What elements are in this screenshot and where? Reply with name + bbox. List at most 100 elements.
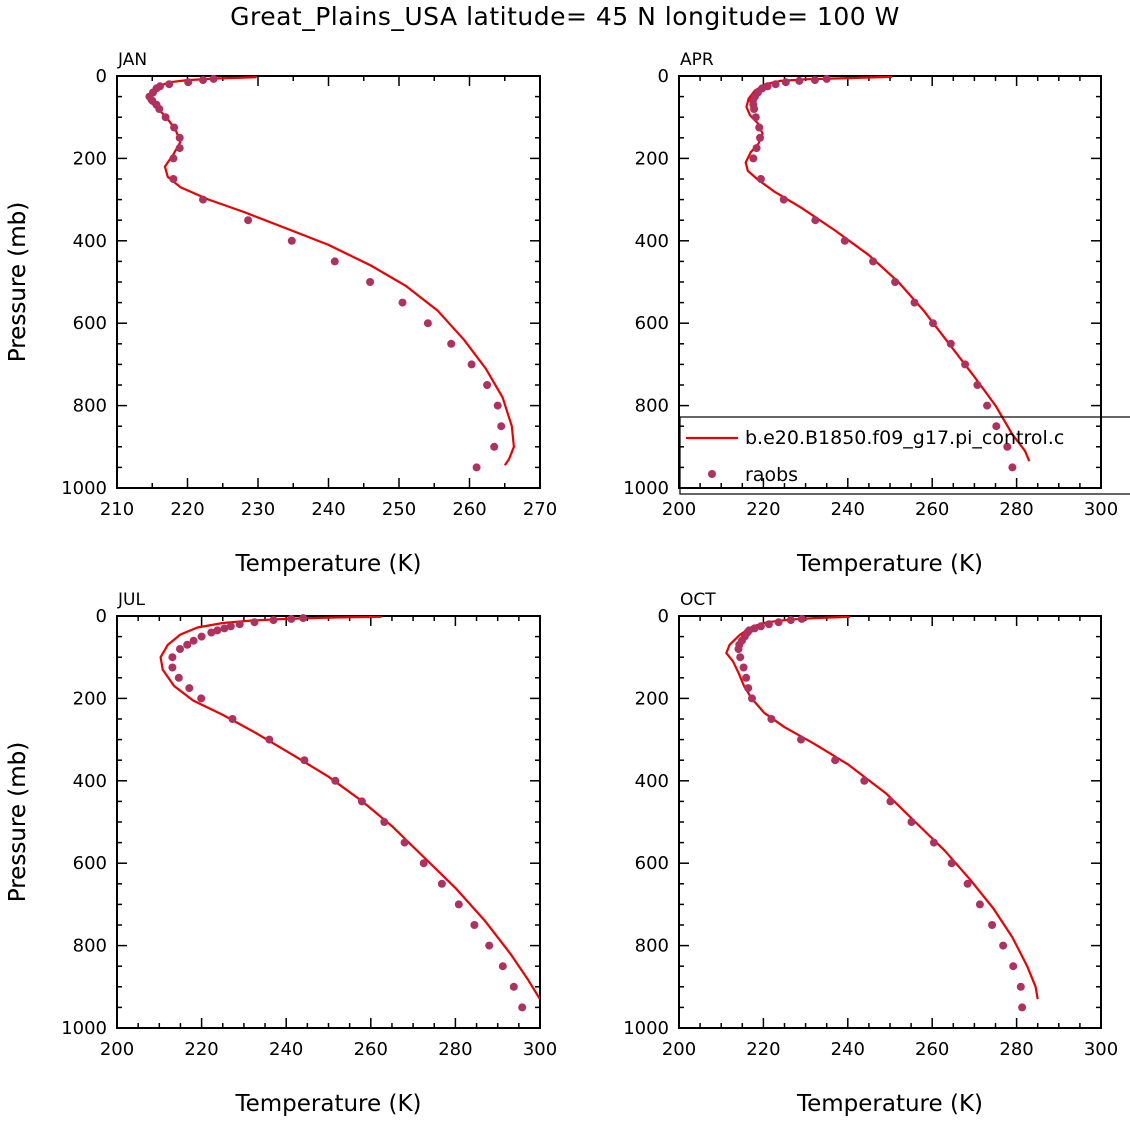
y-tick-label: 0	[658, 66, 669, 87]
data-point-raobs	[250, 618, 259, 627]
y-tick-label: 800	[635, 936, 669, 957]
data-point-raobs	[929, 319, 937, 328]
y-tick-label: 200	[635, 688, 669, 709]
y-tick-label: 400	[635, 771, 669, 792]
data-point-raobs	[509, 982, 518, 991]
y-tick-label: 0	[96, 66, 107, 87]
data-point-raobs	[490, 442, 499, 451]
data-point-raobs	[300, 756, 309, 765]
data-point-raobs	[810, 76, 819, 85]
data-point-raobs	[213, 626, 222, 635]
data-point-raobs	[736, 653, 745, 662]
x-tick-label: 300	[1084, 1039, 1118, 1060]
data-point-raobs	[983, 401, 992, 410]
data-point-raobs	[228, 715, 237, 723]
data-point-raobs	[199, 76, 207, 85]
data-point-raobs	[437, 879, 446, 888]
data-point-raobs	[169, 175, 178, 183]
x-tick-label: 230	[241, 499, 275, 520]
data-point-raobs	[398, 298, 407, 307]
x-tick-label: 260	[452, 499, 486, 520]
data-point-raobs	[299, 614, 308, 623]
data-point-raobs	[331, 776, 340, 785]
data-point-raobs	[910, 298, 919, 307]
data-point-raobs	[946, 339, 955, 348]
x-tick-label: 260	[915, 1039, 949, 1060]
y-tick-label: 200	[73, 148, 107, 169]
panel-jan: 210 220 230 240 250 260 270 0 200 400 600 800 1000 Te…	[5, 50, 557, 577]
panel-jul: 200 220 240 260 280 300 0 200 400 600 800 1000 Tempe…	[5, 590, 557, 1117]
data-point-raobs	[750, 105, 759, 113]
y-tick-label: 800	[73, 936, 107, 957]
data-point-raobs	[220, 624, 229, 633]
x-tick-label: 220	[746, 499, 780, 520]
data-point-raobs	[975, 900, 984, 909]
x-tick-label: 300	[523, 1039, 557, 1060]
x-tick-label: 200	[662, 1039, 696, 1060]
data-point-raobs	[999, 941, 1008, 950]
data-point-raobs	[518, 1003, 527, 1012]
data-point-raobs	[831, 756, 840, 765]
data-point-raobs	[751, 113, 760, 122]
data-point-raobs	[185, 684, 194, 693]
data-point-raobs	[174, 673, 183, 682]
y-tick-label: 800	[73, 396, 107, 417]
data-point-raobs	[1018, 1003, 1027, 1012]
y-tick-label: 600	[73, 853, 107, 874]
data-point-raobs	[269, 616, 278, 625]
data-point-raobs	[869, 257, 878, 266]
y-tick-label: 0	[96, 606, 107, 627]
x-tick-label: 210	[100, 499, 134, 520]
y-tick-label: 400	[635, 231, 669, 252]
y-tick-label: 1000	[61, 478, 107, 499]
data-point-raobs	[822, 74, 831, 83]
data-point-raobs	[1008, 463, 1017, 472]
x-axis-title: Temperature (K)	[234, 551, 421, 577]
data-point-raobs	[742, 673, 751, 682]
y-axis-title: Pressure (mb)	[5, 202, 31, 362]
data-point-raobs	[287, 236, 296, 245]
data-point-raobs	[1003, 442, 1012, 451]
data-point-raobs	[963, 879, 972, 888]
series-line-model	[147, 76, 515, 466]
data-point-raobs	[764, 620, 773, 629]
data-point-raobs	[470, 921, 479, 929]
data-point-raobs	[771, 80, 780, 89]
data-point-raobs	[454, 900, 463, 909]
data-point-raobs	[168, 653, 177, 662]
y-tick-label: 1000	[623, 1018, 669, 1039]
data-point-raobs	[779, 195, 788, 204]
data-point-raobs	[752, 144, 761, 153]
y-axis-title: Pressure (mb)	[5, 742, 31, 902]
x-tick-label: 240	[269, 1039, 303, 1060]
panel-apr: 200 220 240 260 280 300 0 200 400 600 800 1000 Tempe…	[5, 50, 1130, 577]
data-point-raobs	[226, 622, 235, 631]
data-point-raobs	[795, 76, 804, 85]
data-point-raobs	[497, 422, 506, 431]
x-tick-label: 280	[999, 499, 1033, 520]
data-point-raobs	[197, 632, 206, 641]
data-point-raobs	[498, 962, 507, 971]
x-tick-label: 200	[100, 1039, 134, 1060]
y-tick-label: 400	[73, 231, 107, 252]
data-point-raobs	[493, 401, 502, 410]
data-point-raobs	[165, 80, 174, 89]
data-point-raobs	[209, 74, 218, 83]
data-point-raobs	[756, 622, 765, 631]
y-tick-label: 600	[635, 853, 669, 874]
data-point-raobs	[207, 628, 216, 637]
data-point-raobs	[947, 859, 956, 868]
panel-label: JAN	[117, 50, 147, 70]
data-point-raobs	[244, 216, 253, 225]
panel-label: APR	[680, 50, 714, 70]
data-point-raobs	[183, 640, 192, 649]
data-point-raobs	[467, 360, 476, 369]
y-tick-label: 200	[635, 148, 669, 169]
x-tick-label: 220	[746, 1039, 780, 1060]
data-point-raobs	[330, 257, 339, 266]
data-point-raobs	[400, 838, 409, 847]
data-point-raobs	[170, 123, 179, 132]
data-point-raobs	[988, 921, 997, 929]
